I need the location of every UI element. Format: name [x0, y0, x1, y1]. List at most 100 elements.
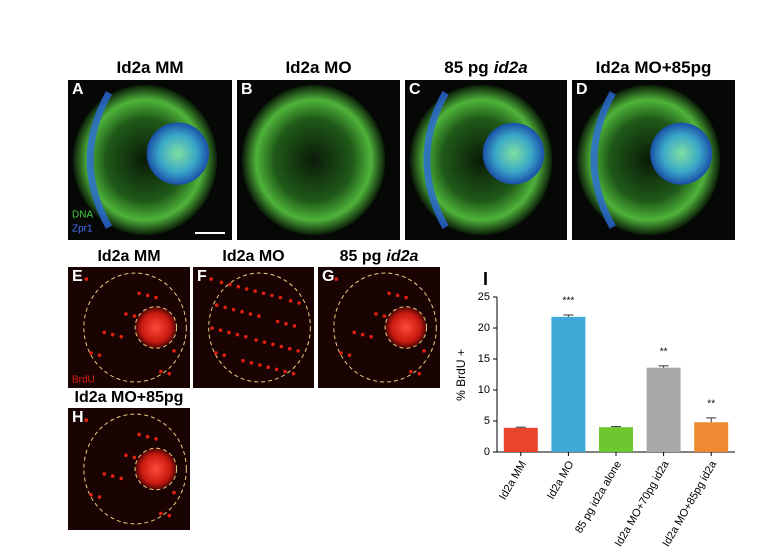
- cell: [248, 312, 253, 316]
- cell: [266, 365, 271, 369]
- cell: [167, 513, 172, 518]
- stain-label: BrdU: [72, 375, 95, 386]
- cell: [279, 344, 284, 349]
- cell: [110, 474, 115, 478]
- y-tick-label: 0: [484, 446, 490, 458]
- panel-letter: C: [409, 81, 421, 98]
- lens: [134, 306, 178, 349]
- panel-title: 85 pg id2a: [444, 58, 527, 77]
- cell: [254, 338, 258, 342]
- x-tick-label: Id2a MO+70pg id2a: [613, 458, 672, 549]
- y-tick-label: 5: [484, 415, 490, 427]
- cell: [271, 342, 275, 347]
- cell: [244, 287, 249, 291]
- y-tick-label: 25: [478, 291, 490, 303]
- cell: [89, 492, 93, 497]
- lens: [384, 306, 428, 349]
- panel-title: 85 pg id2a: [340, 248, 419, 265]
- bar: [503, 427, 538, 452]
- bar: [551, 316, 586, 452]
- cell: [89, 351, 93, 355]
- panel-title-text: Id2a MO+85pg: [596, 58, 712, 77]
- panel-title-text: Id2a MM: [97, 248, 160, 265]
- cell: [278, 295, 283, 300]
- panel-title: Id2a MM: [97, 248, 160, 265]
- cell: [132, 314, 137, 318]
- cell: [360, 332, 365, 337]
- y-tick-label: 15: [478, 353, 490, 365]
- panel-letter: D: [576, 81, 588, 98]
- panel-letter: I: [483, 269, 488, 289]
- cell: [257, 363, 262, 367]
- lens: [134, 447, 178, 491]
- x-tick-label: Id2a MO: [545, 459, 577, 502]
- cell: [261, 291, 266, 296]
- cell: [287, 346, 292, 351]
- panel-title-text: 85 pg: [444, 58, 488, 77]
- cell: [257, 314, 261, 318]
- cell: [347, 353, 352, 358]
- y-tick-label: 20: [478, 322, 490, 334]
- eye-outline: [83, 272, 187, 383]
- cell: [387, 291, 391, 296]
- cell: [97, 353, 102, 358]
- retina: [576, 84, 721, 236]
- cell: [97, 495, 102, 499]
- panel-letter: E: [72, 268, 83, 285]
- cell: [291, 371, 296, 376]
- panel-title-text: 85 pg: [340, 248, 382, 265]
- panel-title-text: Id2a MO: [285, 58, 351, 77]
- panel-title-italic: id2a: [386, 248, 418, 265]
- cell: [159, 369, 163, 374]
- cell: [227, 330, 231, 335]
- cell: [352, 330, 357, 335]
- x-tick-label: 85 pg id2a alone: [573, 459, 624, 535]
- cell: [167, 371, 172, 376]
- cell: [240, 309, 244, 314]
- cell: [243, 334, 248, 339]
- cell: [124, 453, 128, 458]
- cell: [275, 319, 280, 324]
- cell: [132, 455, 137, 460]
- x-tick-label: Id2a MO+85pg id2a: [660, 458, 719, 549]
- y-tick-label: 10: [478, 384, 490, 396]
- cell: [235, 332, 240, 337]
- cell: [214, 303, 219, 308]
- cell: [253, 289, 257, 293]
- panel-letter: H: [72, 409, 84, 426]
- cell: [137, 432, 141, 437]
- bar: [646, 367, 681, 452]
- bar: [599, 427, 633, 452]
- cell: [210, 326, 214, 330]
- cell: [236, 284, 241, 289]
- panel-letter: A: [72, 81, 84, 98]
- x-tick-label: Id2a MM: [497, 459, 529, 502]
- cell: [84, 418, 89, 423]
- panel-title: Id2a MO: [222, 248, 284, 265]
- cell: [249, 361, 254, 365]
- cell: [422, 349, 426, 353]
- cell: [154, 295, 158, 300]
- panel-title: Id2a MM: [116, 58, 183, 77]
- retina: [241, 84, 386, 236]
- panel-title-text: Id2a MM: [116, 58, 183, 77]
- photoreceptor-layer: [590, 91, 616, 229]
- eye-outline: [333, 272, 437, 383]
- cell: [124, 312, 128, 316]
- cell: [339, 351, 343, 355]
- cell: [119, 334, 124, 339]
- cell: [297, 301, 301, 305]
- panel-title-italic: id2a: [494, 58, 528, 77]
- y-axis-label: % BrdU +: [454, 349, 468, 401]
- cell: [231, 307, 236, 312]
- significance: ***: [563, 296, 575, 307]
- cell: [288, 299, 293, 303]
- cell: [110, 332, 115, 337]
- retina: [409, 84, 553, 236]
- cell: [409, 369, 413, 374]
- stain-label: Zpr1: [72, 224, 93, 235]
- cell: [241, 358, 245, 363]
- lens: [482, 122, 545, 185]
- cell: [102, 472, 107, 476]
